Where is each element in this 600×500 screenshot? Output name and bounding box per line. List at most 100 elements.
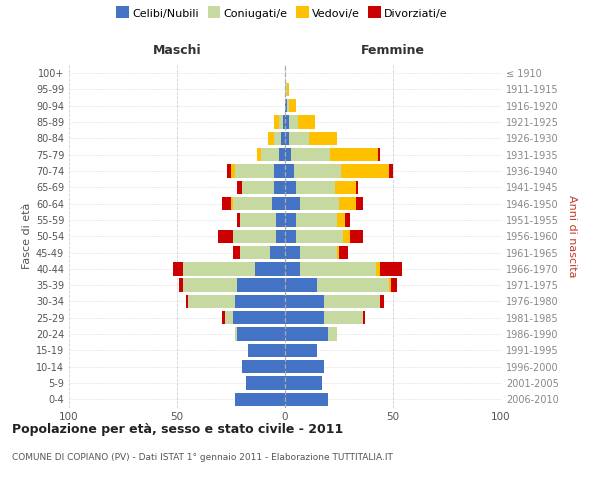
Bar — [257, 148, 261, 162]
Bar — [298, 116, 315, 129]
Bar — [389, 164, 393, 177]
Bar — [231, 164, 235, 177]
Bar — [223, 311, 224, 324]
Bar — [278, 116, 283, 129]
Bar — [285, 116, 289, 129]
Bar — [184, 278, 238, 292]
Bar — [350, 230, 363, 243]
Bar — [242, 360, 285, 374]
Bar — [296, 214, 337, 226]
Bar — [328, 328, 337, 341]
Bar — [356, 197, 363, 210]
Bar — [309, 132, 337, 145]
Bar — [289, 132, 309, 145]
Bar — [242, 180, 274, 194]
Bar — [293, 164, 341, 177]
Text: Femmine: Femmine — [361, 44, 425, 57]
Bar — [339, 197, 356, 210]
Bar — [283, 116, 285, 129]
Bar — [173, 262, 184, 276]
Bar — [285, 246, 300, 259]
Bar — [223, 197, 231, 210]
Bar — [339, 246, 347, 259]
Bar — [285, 376, 322, 390]
Bar — [239, 246, 270, 259]
Bar — [233, 246, 239, 259]
Bar — [238, 214, 239, 226]
Text: Maschi: Maschi — [152, 44, 202, 57]
Y-axis label: Anni di nascita: Anni di nascita — [567, 195, 577, 278]
Bar — [337, 214, 346, 226]
Bar — [341, 164, 389, 177]
Bar — [324, 295, 380, 308]
Bar — [324, 311, 363, 324]
Bar — [337, 246, 339, 259]
Text: Popolazione per età, sesso e stato civile - 2011: Popolazione per età, sesso e stato civil… — [12, 422, 343, 436]
Bar — [285, 278, 317, 292]
Bar — [296, 180, 335, 194]
Bar — [285, 197, 300, 210]
Bar — [343, 230, 350, 243]
Bar — [218, 230, 233, 243]
Bar — [272, 197, 285, 210]
Bar — [277, 230, 285, 243]
Bar — [227, 164, 231, 177]
Bar — [185, 295, 188, 308]
Bar — [380, 295, 385, 308]
Bar — [235, 328, 238, 341]
Bar — [248, 344, 285, 357]
Bar — [285, 83, 287, 96]
Bar — [380, 262, 401, 276]
Bar — [233, 197, 272, 210]
Bar — [285, 230, 296, 243]
Bar — [285, 392, 328, 406]
Bar — [378, 148, 380, 162]
Bar — [289, 99, 296, 112]
Legend: Celibi/Nubili, Coniugati/e, Vedovi/e, Divorziati/e: Celibi/Nubili, Coniugati/e, Vedovi/e, Di… — [116, 8, 448, 19]
Bar — [233, 311, 285, 324]
Bar — [246, 376, 285, 390]
Bar — [239, 214, 277, 226]
Bar — [184, 262, 255, 276]
Bar — [277, 214, 285, 226]
Bar — [317, 278, 389, 292]
Bar — [235, 164, 274, 177]
Bar — [285, 148, 292, 162]
Text: COMUNE DI COPIANO (PV) - Dati ISTAT 1° gennaio 2011 - Elaborazione TUTTITALIA.IT: COMUNE DI COPIANO (PV) - Dati ISTAT 1° g… — [12, 452, 393, 462]
Bar — [274, 132, 281, 145]
Y-axis label: Fasce di età: Fasce di età — [22, 203, 32, 270]
Bar — [376, 262, 380, 276]
Bar — [268, 132, 274, 145]
Bar — [346, 214, 350, 226]
Bar — [188, 295, 235, 308]
Bar — [285, 295, 324, 308]
Bar — [224, 311, 233, 324]
Bar — [285, 344, 317, 357]
Bar — [285, 214, 296, 226]
Bar — [363, 311, 365, 324]
Bar — [391, 278, 397, 292]
Bar — [285, 180, 296, 194]
Bar — [389, 278, 391, 292]
Bar — [281, 132, 285, 145]
Bar — [356, 180, 358, 194]
Bar — [231, 197, 233, 210]
Bar — [292, 148, 331, 162]
Bar — [285, 164, 293, 177]
Bar — [235, 392, 285, 406]
Bar — [233, 230, 277, 243]
Bar — [285, 262, 300, 276]
Bar — [238, 180, 242, 194]
Bar — [285, 99, 287, 112]
Bar — [300, 246, 337, 259]
Bar — [289, 116, 298, 129]
Bar — [179, 278, 184, 292]
Bar — [300, 197, 339, 210]
Bar — [238, 328, 285, 341]
Bar — [285, 132, 289, 145]
Bar — [238, 278, 285, 292]
Bar — [285, 360, 324, 374]
Bar — [274, 180, 285, 194]
Bar — [287, 83, 289, 96]
Bar — [270, 246, 285, 259]
